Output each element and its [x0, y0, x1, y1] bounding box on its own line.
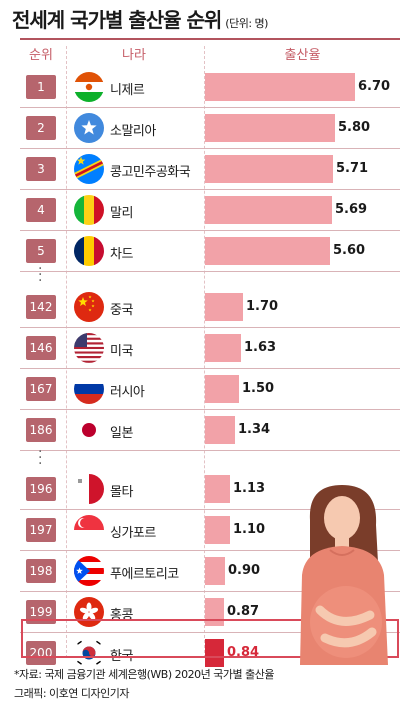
value-label: 5.71 — [336, 161, 369, 176]
value-label: 5.69 — [335, 202, 368, 217]
country-name: 중국 — [110, 303, 133, 318]
value-label: 0.87 — [227, 604, 260, 619]
rank-badge: 142 — [26, 295, 56, 319]
country-name: 푸에르토리코 — [110, 567, 179, 582]
puerto-rico-flag-icon — [74, 556, 104, 586]
value-label: 5.80 — [338, 120, 371, 135]
row-divider — [20, 271, 400, 272]
rank-badge: 198 — [26, 559, 56, 583]
row-divider — [20, 550, 400, 551]
chad-flag-icon — [74, 236, 104, 266]
row-divider — [20, 189, 400, 190]
title-row: 전세계 국가별 출산율 순위 (단위: 명) — [12, 4, 268, 36]
value-label: 1.70 — [246, 299, 279, 314]
country-name: 차드 — [110, 247, 133, 262]
bar — [205, 196, 332, 224]
country-name: 말리 — [110, 206, 133, 221]
bar — [205, 293, 243, 321]
highlight-box — [21, 619, 399, 658]
country-name: 콩고민주공화국 — [110, 165, 191, 180]
row-divider — [20, 632, 400, 633]
title-divider — [20, 38, 400, 40]
bar — [205, 639, 224, 667]
unit-label: (단위: 명) — [225, 17, 268, 30]
value-label: 1.50 — [242, 381, 275, 396]
rank-badge: 4 — [26, 198, 56, 222]
value-label: 1.13 — [233, 481, 266, 496]
bar — [205, 557, 225, 585]
rank-badge: 196 — [26, 477, 56, 501]
bar — [205, 237, 330, 265]
country-name: 소말리아 — [110, 124, 156, 139]
column-divider — [204, 46, 206, 658]
row-divider — [20, 327, 400, 328]
chart-title: 전세계 국가별 출산율 순위 — [12, 8, 222, 32]
country-name: 미국 — [110, 344, 133, 359]
row-divider — [20, 591, 400, 592]
rank-badge: 1 — [26, 75, 56, 99]
rate-column-header: 출산율 — [284, 48, 321, 63]
country-name: 니제르 — [110, 83, 145, 98]
value-label: 6.70 — [358, 79, 391, 94]
ellipsis-marker: ... — [38, 257, 43, 285]
rank-badge: 3 — [26, 157, 56, 181]
row-divider — [20, 450, 400, 451]
bar — [205, 516, 230, 544]
value-label: 1.10 — [233, 522, 266, 537]
country-name: 싱가포르 — [110, 526, 156, 541]
rank-badge: 146 — [26, 336, 56, 360]
rank-badge: 2 — [26, 116, 56, 140]
source-note: *자료: 국제 금융기관 세계은행(WB) 2020년 국가별 출산율 — [14, 668, 274, 681]
rank-column-header: 순위 — [29, 48, 53, 63]
bar — [205, 475, 230, 503]
bar — [205, 155, 333, 183]
country-name: 러시아 — [110, 385, 145, 400]
pregnant-woman-illustration — [280, 480, 405, 665]
japan-flag-icon — [74, 415, 104, 445]
bar — [205, 114, 335, 142]
south-korea-flag-icon — [74, 638, 104, 668]
bar — [205, 416, 235, 444]
row-divider — [20, 509, 400, 510]
country-name: 몰타 — [110, 485, 133, 500]
value-label: 1.34 — [238, 422, 271, 437]
graphic-credit: 그래픽: 이호연 디자인기자 — [14, 687, 130, 700]
somalia-flag-icon — [74, 113, 104, 143]
malta-flag-icon — [74, 474, 104, 504]
row-divider — [20, 148, 400, 149]
rank-badge: 5 — [26, 239, 56, 263]
bar — [205, 334, 241, 362]
dr-congo-flag-icon — [74, 154, 104, 184]
rank-badge: 197 — [26, 518, 56, 542]
country-column-header: 나라 — [122, 48, 146, 63]
value-label: 5.60 — [333, 243, 366, 258]
mali-flag-icon — [74, 195, 104, 225]
rank-badge: 186 — [26, 418, 56, 442]
row-divider — [20, 409, 400, 410]
row-divider — [20, 230, 400, 231]
niger-flag-icon — [74, 72, 104, 102]
column-divider — [66, 46, 68, 658]
bar — [205, 375, 239, 403]
ellipsis-marker: ... — [38, 440, 43, 468]
russia-flag-icon — [74, 374, 104, 404]
value-label: 1.63 — [244, 340, 277, 355]
row-divider — [20, 107, 400, 108]
country-name: 일본 — [110, 426, 133, 441]
rank-badge: 167 — [26, 377, 56, 401]
usa-flag-icon — [74, 333, 104, 363]
row-divider — [20, 368, 400, 369]
china-flag-icon — [74, 292, 104, 322]
hong-kong-flag-icon — [74, 597, 104, 627]
bar — [205, 73, 355, 101]
singapore-flag-icon — [74, 515, 104, 545]
value-label: 0.90 — [228, 563, 261, 578]
